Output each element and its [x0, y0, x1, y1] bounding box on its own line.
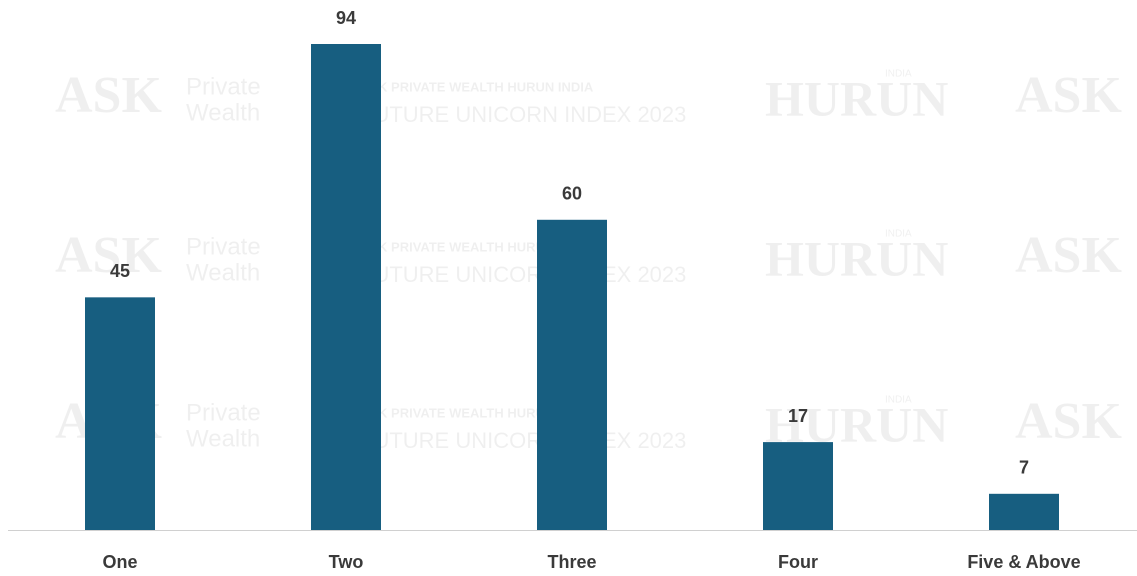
x-tick-label: One	[102, 552, 137, 572]
watermark-index: FUTURE UNICORN INDEX 2023	[360, 102, 686, 127]
watermark-brand: ASK	[1015, 227, 1122, 284]
value-label: 94	[336, 8, 356, 28]
x-tick-label: Four	[778, 552, 818, 572]
watermark-hurun-sup: INDIA	[885, 229, 912, 240]
watermark-brand: ASK	[55, 227, 162, 284]
bar	[85, 297, 155, 530]
watermark-hurun-sup: INDIA	[885, 69, 912, 80]
value-label: 60	[562, 184, 582, 204]
watermark-brand-sub: Wealth	[186, 425, 260, 452]
value-label: 45	[110, 261, 130, 281]
watermark-brand-sub: Private	[186, 233, 261, 260]
watermark-index: ASK PRIVATE WEALTH HURUN INDIA	[360, 405, 594, 420]
watermark-brand-sub: Wealth	[186, 259, 260, 286]
bar	[989, 493, 1059, 530]
x-tick-label: Three	[547, 552, 596, 572]
bar	[763, 442, 833, 530]
watermark-index: FUTURE UNICORN INDEX 2023	[360, 262, 686, 287]
x-tick-label: Five & Above	[967, 552, 1080, 572]
value-label: 7	[1019, 458, 1029, 478]
watermark-brand: ASK	[1015, 393, 1122, 450]
watermark-index: ASK PRIVATE WEALTH HURUN INDIA	[360, 239, 594, 254]
bar	[537, 219, 607, 530]
watermark-brand-sub: Private	[186, 399, 261, 426]
watermark-hurun-sup: INDIA	[885, 395, 912, 406]
x-tick-label: Two	[329, 552, 364, 572]
bar	[311, 44, 381, 530]
watermark-hurun: HURUN	[765, 230, 948, 286]
watermark-hurun: HURUN	[765, 70, 948, 126]
watermark-brand-sub: Wealth	[186, 99, 260, 126]
watermark-brand-sub: Private	[186, 73, 261, 100]
value-label: 17	[788, 406, 808, 426]
watermark-index: ASK PRIVATE WEALTH HURUN INDIA	[360, 79, 594, 94]
watermark-index: FUTURE UNICORN INDEX 2023	[360, 428, 686, 453]
watermark-brand: ASK	[55, 67, 162, 124]
watermark-brand: ASK	[1015, 67, 1122, 124]
